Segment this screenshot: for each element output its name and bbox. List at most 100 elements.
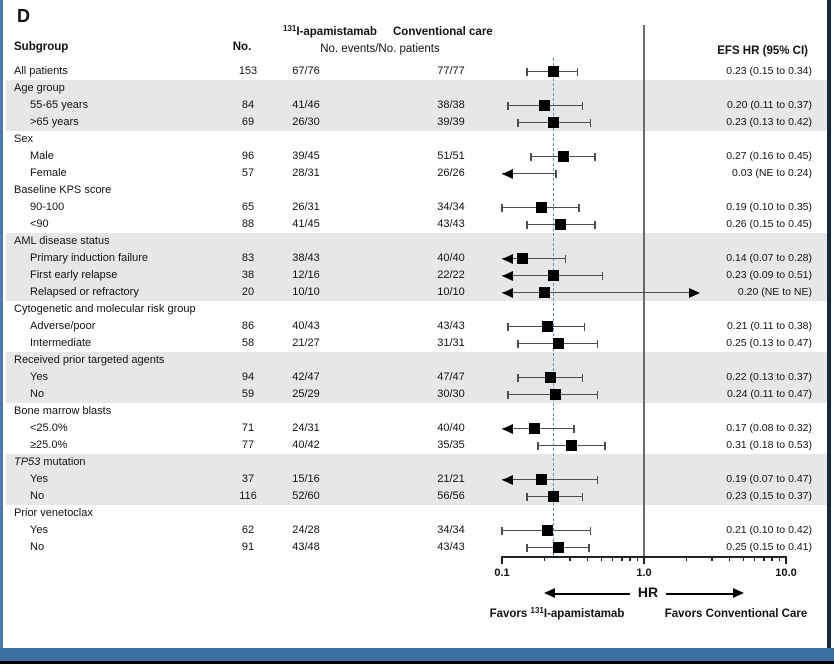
- conventional-events-value: 43/43: [437, 541, 465, 553]
- axis-major-tick: [501, 556, 503, 564]
- axis-minor-tick: [763, 556, 765, 561]
- subgroup-row: First early relapse 38 12/16 22/22 0.23 (0.0…: [6, 267, 827, 284]
- hr-point-marker: [547, 491, 559, 502]
- axis-minor-tick: [621, 556, 623, 561]
- no-value: 91: [241, 541, 255, 553]
- favors-left-arrow-line: [550, 593, 630, 595]
- ci-left-arrowhead-icon: [502, 253, 513, 264]
- axis-minor-tick: [600, 556, 602, 561]
- ci-cap-left: [530, 152, 532, 161]
- ci-cap-left: [517, 118, 519, 127]
- section-header-row: Cytogenetic and molecular risk group: [6, 301, 827, 318]
- hr-ci-value: 0.22 (0.13 to 0.37): [726, 371, 812, 383]
- subgroup-label: AML disease status: [14, 235, 110, 247]
- ci-cap-left: [537, 441, 540, 450]
- ci-cap-left: [526, 220, 528, 229]
- subgroup-label: Adverse/poor: [30, 320, 96, 332]
- subgroup-label: <25.0%: [30, 422, 68, 434]
- subgroup-label: ≥25.0%: [30, 439, 68, 451]
- axis-tick-label: 0.1: [494, 567, 510, 579]
- apamistamab-events-value: 41/45: [292, 218, 320, 230]
- page-bottom-edge: [0, 661, 834, 664]
- hr-ci-value: 0.17 (0.08 to 0.32): [726, 422, 812, 434]
- hr-ci-value: 0.20 (NE to NE): [737, 286, 812, 298]
- conventional-events-value: 40/40: [437, 252, 465, 264]
- section-header-row: AML disease status: [6, 233, 827, 250]
- favors-right-arrow-line: [666, 593, 736, 595]
- hr-point-marker: [536, 474, 548, 485]
- no-value: 116: [239, 490, 257, 502]
- ci-cap-left: [517, 339, 519, 348]
- apamistamab-events-value: 25/29: [292, 388, 320, 400]
- apamistamab-header-text: I-apamistamab: [296, 26, 377, 38]
- subgroup-row: 90-100 65 26/31 34/34 0.19 (0.10 to 0.35): [6, 199, 827, 216]
- subgroup-label: Yes: [30, 371, 48, 383]
- subgroup-label: TP53 mutation: [14, 456, 86, 468]
- subgroup-label: 55-65 years: [30, 99, 89, 111]
- apamistamab-events-value: 24/28: [292, 524, 320, 536]
- apamistamab-events-value: 21/27: [292, 337, 320, 349]
- conventional-events-value: 43/43: [437, 218, 465, 230]
- ci-cap-left: [526, 492, 528, 501]
- favors-left-prefix: Favors: [489, 608, 531, 620]
- section-header-row: Baseline KPS score: [6, 182, 827, 199]
- conventional-events-value: 31/31: [437, 337, 465, 349]
- figure-right-border: [827, 0, 831, 648]
- hr-ci-value: 0.24 (0.11 to 0.47): [726, 388, 812, 400]
- subgroup-label: No: [30, 490, 45, 502]
- no-value: 83: [241, 252, 255, 264]
- page-footer-bar: [0, 648, 834, 661]
- apamistamab-events-value: 39/45: [292, 150, 320, 162]
- subgroup-label: Relapsed or refractory: [30, 286, 139, 298]
- isotope-superscript: 131: [283, 24, 297, 33]
- ci-cap-left: [526, 67, 528, 76]
- subgroup-row: No 59 25/29 30/30 0.24 (0.11 to 0.47): [6, 386, 827, 403]
- subgroup-row: Primary induction failure 83 38/43 40/40 0.1…: [6, 250, 827, 267]
- hr-point-marker: [545, 372, 557, 383]
- hr-point-marker: [539, 100, 551, 111]
- hr-ci-value: 0.23 (0.15 to 0.37): [726, 490, 812, 502]
- axis-minor-tick: [771, 556, 773, 561]
- subgroup-label: No: [30, 388, 45, 400]
- no-value: 86: [241, 320, 255, 332]
- ci-line: [502, 478, 598, 481]
- ci-cap-left: [501, 526, 503, 535]
- axis-minor-tick: [569, 556, 571, 561]
- subgroup-label: >65 years: [30, 116, 79, 128]
- subgroup-label: Intermediate: [30, 337, 92, 349]
- conventional-events-value: 77/77: [437, 65, 465, 77]
- column-header-conventional-care: Conventional care: [393, 26, 493, 38]
- ci-cap-right: [576, 67, 579, 76]
- ci-line: [502, 172, 556, 175]
- axis-minor-tick: [711, 556, 713, 561]
- no-value: 38: [241, 269, 255, 281]
- hr-ci-value: 0.19 (0.07 to 0.47): [726, 473, 812, 485]
- hr-ci-value: 0.20 (0.11 to 0.37): [726, 99, 812, 111]
- hr-point-marker: [542, 321, 554, 332]
- hr-ci-value: 0.26 (0.15 to 0.45): [726, 218, 812, 230]
- subgroup-label: Yes: [30, 473, 48, 485]
- subgroup-row: >65 years 69 26/30 39/39 0.23 (0.13 to 0.42): [6, 114, 827, 131]
- hr-point-marker: [539, 287, 551, 298]
- ci-cap-left: [517, 373, 519, 382]
- subgroup-label: 90-100: [30, 201, 65, 213]
- subgroup-label: No: [30, 541, 45, 553]
- subgroup-row: Yes 62 24/28 34/34 0.21 (0.10 to 0.42): [6, 522, 827, 539]
- apamistamab-events-value: 43/48: [292, 541, 320, 553]
- subgroup-label: Primary induction failure: [30, 252, 148, 264]
- apamistamab-events-value: 42/47: [292, 371, 320, 383]
- axis-minor-tick: [728, 556, 731, 561]
- conventional-events-value: 22/22: [437, 269, 465, 281]
- apamistamab-events-value: 40/42: [292, 439, 320, 451]
- ci-cap-right: [596, 475, 599, 484]
- subgroup-row: Relapsed or refractory 20 10/10 10/10 0.20 (…: [6, 284, 827, 301]
- hr-ci-value: 0.25 (0.15 to 0.41): [726, 541, 812, 553]
- conventional-events-value: 21/21: [437, 473, 465, 485]
- no-value: 96: [241, 150, 255, 162]
- ci-cap-right: [581, 101, 584, 110]
- no-value: 94: [241, 371, 255, 383]
- subgroup-label: Sex: [14, 133, 33, 145]
- axis-minor-tick: [753, 556, 756, 561]
- axis-major-tick: [643, 556, 645, 564]
- conventional-events-value: 43/43: [437, 320, 465, 332]
